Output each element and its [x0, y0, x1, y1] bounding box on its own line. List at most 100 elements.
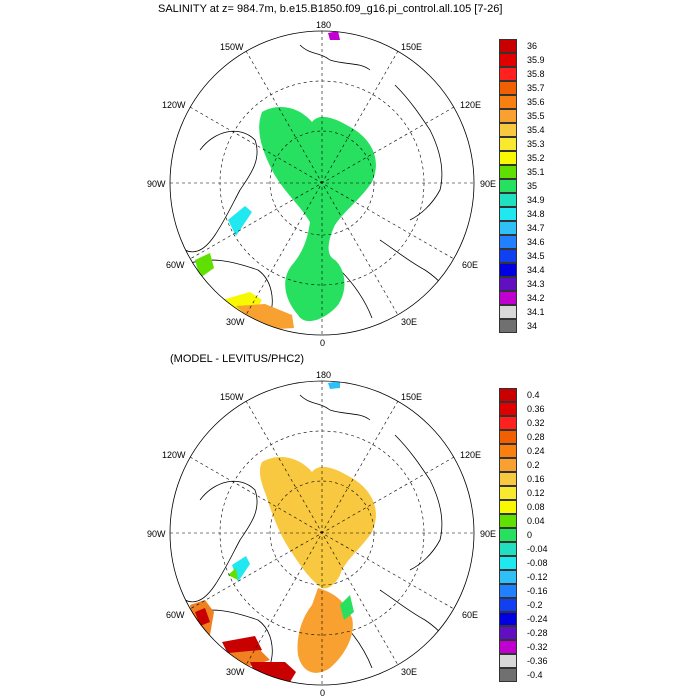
- lon-label-30w: 30W: [226, 317, 245, 327]
- colorbar-label: -0.2: [527, 600, 543, 610]
- salinity-patch-cyan: [228, 206, 252, 236]
- colorbar-label: -0.04: [527, 544, 548, 554]
- colorbar-label: 34: [527, 321, 538, 331]
- colorbar-swatch: [499, 514, 517, 528]
- difference-field-yellow: [259, 457, 376, 589]
- colorbar-swatch: [499, 95, 517, 109]
- lon-label-150e: 150E: [401, 392, 422, 402]
- panel1-polar-map: 180 0 90W 90E 150W 120W 150E 120E 60W 30…: [147, 20, 496, 348]
- colorbar-swatch: [499, 472, 517, 486]
- difference-field-orange: [297, 588, 353, 673]
- colorbar-label: 35.5: [527, 111, 545, 121]
- difference-patch-cyan-top: [328, 381, 340, 389]
- colorbar-swatch: [499, 165, 517, 179]
- colorbar-label: -0.4: [527, 670, 543, 680]
- colorbar-swatch: [499, 53, 517, 67]
- lon-label-60e: 60E: [462, 260, 478, 270]
- colorbar-swatch: [499, 458, 517, 472]
- difference-patch-red-bottom2: [250, 662, 296, 682]
- colorbar-swatch: [499, 654, 517, 668]
- colorbar-label: 34.5: [527, 251, 545, 261]
- colorbar-label: -0.32: [527, 642, 548, 652]
- coastline: [339, 269, 373, 319]
- colorbar-label: 0.4: [527, 390, 540, 400]
- colorbar-label: 35.7: [527, 83, 545, 93]
- coastline: [379, 239, 456, 306]
- difference-patch-green: [340, 595, 354, 620]
- colorbar-swatch: [499, 570, 517, 584]
- colorbar-label: 34.6: [527, 237, 545, 247]
- lon-label-120e: 120E: [460, 450, 481, 460]
- colorbar-swatch: [499, 528, 517, 542]
- lon-label-left: 90W: [147, 529, 166, 539]
- colorbar-label: 35.8: [527, 69, 545, 79]
- coastline: [394, 84, 443, 221]
- lon-label-120e: 120E: [460, 100, 481, 110]
- colorbar-swatch: [499, 137, 517, 151]
- difference-patch-red-bottom: [222, 636, 262, 655]
- coastline: [299, 44, 371, 71]
- colorbar-label: 0.32: [527, 418, 545, 428]
- lon-label-bottom: 0: [320, 688, 325, 698]
- colorbar-swatch: [499, 542, 517, 556]
- lon-label-30e: 30E: [401, 317, 417, 327]
- colorbar-label: 0.08: [527, 502, 545, 512]
- colorbar-label: 35.4: [527, 125, 545, 135]
- lon-label-30e: 30E: [401, 667, 417, 677]
- salinity-patch-magenta: [328, 31, 340, 40]
- salinity-field-green: [259, 107, 376, 322]
- panel1-title: SALINITY at z= 984.7m, b.e15.B1850.f09_g…: [158, 3, 503, 15]
- colorbar-label: 34.3: [527, 279, 545, 289]
- colorbar-label: -0.08: [527, 558, 548, 568]
- colorbar-swatch: [499, 277, 517, 291]
- colorbar-label: 0.12: [527, 488, 545, 498]
- colorbar-swatch: [499, 193, 517, 207]
- colorbar-label: 35.3: [527, 139, 545, 149]
- lon-label-60w: 60W: [166, 260, 185, 270]
- lon-label-150e: 150E: [401, 42, 422, 52]
- coastline: [184, 481, 258, 603]
- colorbar-swatch: [499, 612, 517, 626]
- lon-label-top: 180: [316, 20, 331, 30]
- colorbar-swatch: [499, 249, 517, 263]
- salinity-patch-lightgreen: [195, 253, 214, 278]
- graticule: [170, 31, 474, 335]
- colorbar-label: 0: [527, 530, 533, 540]
- lon-label-30w: 30W: [226, 667, 245, 677]
- colorbar-label: 34.8: [527, 209, 545, 219]
- colorbar-label: 35.2: [527, 153, 545, 163]
- coastline: [394, 434, 443, 571]
- colorbar-label: 34.7: [527, 223, 545, 233]
- colorbar-swatch: [499, 486, 517, 500]
- colorbar-swatch: [499, 179, 517, 193]
- lon-label-top: 180: [316, 370, 331, 380]
- colorbar-label: 35.9: [527, 55, 545, 65]
- colorbar-swatch: [499, 221, 517, 235]
- colorbar-swatch: [499, 39, 517, 53]
- colorbar-swatch: [499, 319, 517, 333]
- colorbar-label: 0.36: [527, 404, 545, 414]
- colorbar-label: 35.6: [527, 97, 545, 107]
- colorbar-swatch: [499, 640, 517, 654]
- colorbar-label: 0.04: [527, 516, 545, 526]
- colorbar-swatch: [499, 430, 517, 444]
- colorbar-label: 34.4: [527, 265, 545, 275]
- map-boundary: [169, 380, 475, 686]
- colorbar-swatch: [499, 263, 517, 277]
- lon-label-120w: 120W: [162, 450, 186, 460]
- salinity-patch-orange: [236, 304, 294, 330]
- colorbar-label: -0.12: [527, 572, 548, 582]
- colorbar-swatch: [499, 67, 517, 81]
- colorbar-label: -0.16: [527, 586, 548, 596]
- colorbar-label: 0.16: [527, 474, 545, 484]
- lon-label-bottom: 0: [320, 338, 325, 348]
- colorbar-swatch: [499, 151, 517, 165]
- colorbar-swatch: [499, 416, 517, 430]
- lon-label-120w: 120W: [162, 100, 186, 110]
- colorbar-swatch: [499, 584, 517, 598]
- colorbar-swatch: [499, 235, 517, 249]
- colorbar-label: -0.36: [527, 656, 548, 666]
- colorbar-label: 34.9: [527, 195, 545, 205]
- lon-label-left: 90W: [147, 179, 166, 189]
- lon-label-right: 90E: [480, 529, 496, 539]
